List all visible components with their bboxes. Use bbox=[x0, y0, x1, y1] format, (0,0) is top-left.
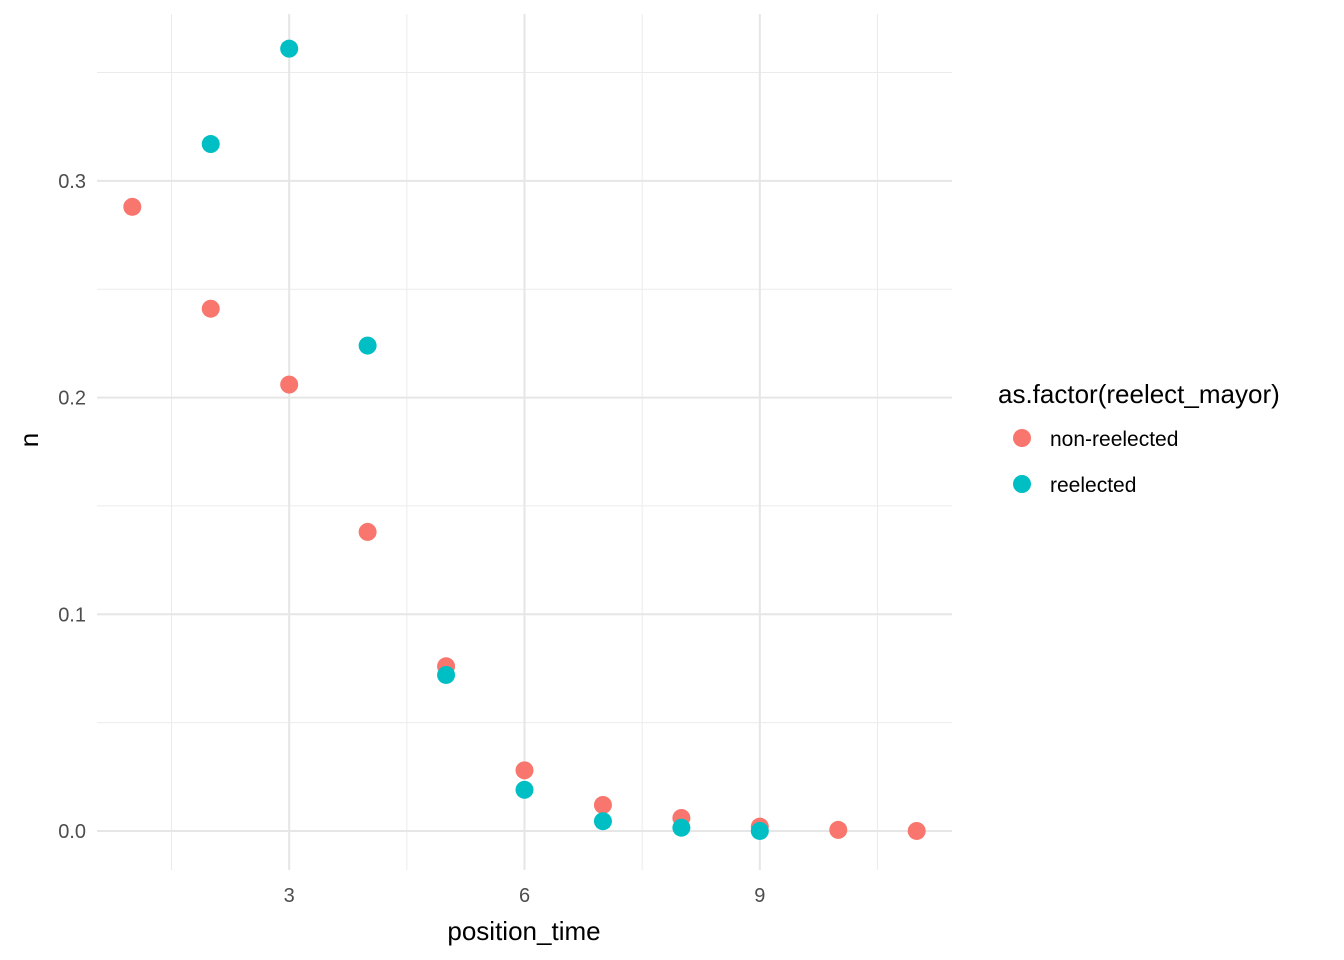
axes: 3 6 9 0.0 0.1 0.2 0.3 bbox=[58, 171, 765, 907]
x-tick-label: 3 bbox=[284, 885, 295, 907]
grid bbox=[97, 14, 952, 870]
x-axis-title: position_time bbox=[447, 916, 600, 946]
data-point-reelected bbox=[358, 336, 377, 355]
data-point-reelected bbox=[593, 812, 612, 831]
legend-label: non-reelected bbox=[1050, 428, 1178, 451]
data-point-reelected bbox=[515, 780, 534, 799]
data-point-non-reelected bbox=[358, 522, 377, 541]
data-point-reelected bbox=[280, 39, 299, 58]
y-tick-label: 0.1 bbox=[58, 604, 86, 626]
data-point-reelected bbox=[750, 821, 769, 840]
legend-key-reelected bbox=[1013, 475, 1031, 493]
data-point-non-reelected bbox=[593, 795, 612, 814]
data-point-reelected bbox=[672, 818, 691, 837]
x-tick-label: 6 bbox=[519, 885, 530, 907]
legend: as.factor(reelect_mayor) non-reelected re… bbox=[998, 379, 1280, 497]
y-axis-title: n bbox=[14, 433, 44, 447]
x-tick-label: 9 bbox=[754, 885, 765, 907]
legend-items: non-reelected reelected bbox=[1013, 428, 1178, 497]
data-point-non-reelected bbox=[280, 375, 299, 394]
data-point-non-reelected bbox=[123, 197, 142, 216]
data-point-non-reelected bbox=[907, 821, 926, 840]
data-point-reelected bbox=[437, 665, 456, 684]
legend-label: reelected bbox=[1050, 474, 1136, 497]
data-point-non-reelected bbox=[829, 820, 848, 839]
data-point-non-reelected bbox=[201, 299, 220, 318]
legend-title: as.factor(reelect_mayor) bbox=[998, 379, 1280, 409]
legend-key-non-reelected bbox=[1013, 429, 1031, 447]
y-tick-label: 0.3 bbox=[58, 171, 86, 193]
y-tick-label: 0.2 bbox=[58, 388, 86, 410]
data-points bbox=[123, 39, 926, 840]
data-point-non-reelected bbox=[515, 761, 534, 780]
data-point-reelected bbox=[201, 135, 220, 154]
y-tick-label: 0.0 bbox=[58, 821, 86, 843]
